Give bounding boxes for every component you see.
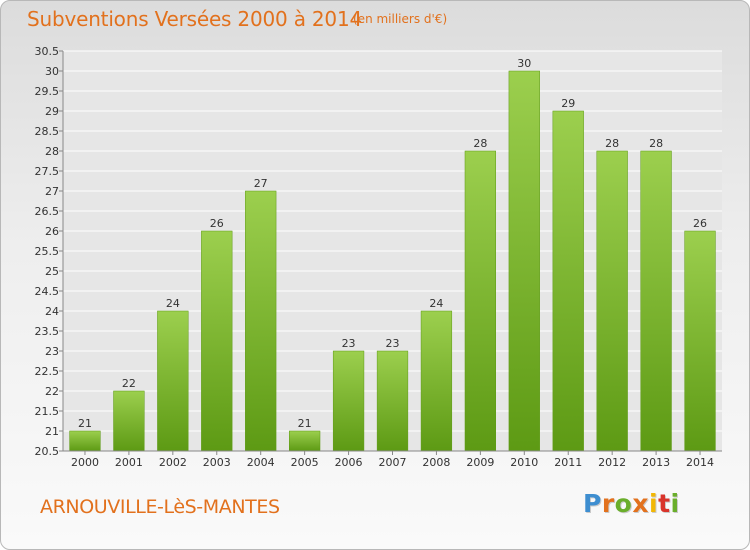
logo-letter: r (601, 489, 615, 518)
x-tick-label: 2004 (247, 456, 275, 469)
data-label: 23 (386, 337, 400, 350)
logo-letter: o (614, 489, 633, 518)
data-label: 28 (605, 137, 619, 150)
y-tick-label: 29 (45, 105, 59, 118)
x-tick-label: 2006 (335, 456, 363, 469)
logo-letter: x (632, 489, 649, 518)
bar (332, 350, 365, 452)
x-tick-label: 2003 (203, 456, 231, 469)
y-axis: 20.5 21 21.5 22 22.5 23 23.5 24 24.5 25 25.5 26 26.5… (35, 45, 64, 458)
y-tick-label: 21 (45, 425, 59, 438)
y-tick-label: 26 (45, 225, 59, 238)
y-tick-label: 24.5 (35, 285, 60, 298)
logo-letter: t (658, 489, 671, 518)
bar (552, 110, 584, 452)
x-tick-label: 2007 (379, 456, 407, 469)
data-label: 29 (561, 97, 575, 110)
y-tick-label: 26.5 (35, 205, 60, 218)
logo-letter: i (649, 489, 659, 518)
chart-title: Subventions Versées 2000 à 2014 (27, 7, 363, 31)
x-tick-label: 2000 (71, 456, 99, 469)
x-tick-label: 2014 (686, 456, 714, 469)
data-label: 22 (122, 377, 136, 390)
data-label: 30 (517, 57, 531, 70)
proxiti-logo: Proxiti (583, 489, 680, 518)
y-tick-label: 23 (45, 345, 59, 358)
logo-letter: P (583, 489, 602, 518)
y-tick-label: 22.5 (35, 365, 60, 378)
bar (420, 310, 453, 452)
y-tick-label: 23.5 (35, 325, 60, 338)
y-tick-label: 24 (45, 305, 59, 318)
bar (508, 70, 540, 452)
y-tick-label: 28.5 (35, 125, 60, 138)
x-tick-label: 2002 (159, 456, 187, 469)
x-tick-label: 2012 (598, 456, 626, 469)
bar (113, 390, 145, 452)
x-tick-label: 2001 (115, 456, 143, 469)
x-tick-label: 2013 (642, 456, 670, 469)
y-tick-label: 30 (45, 65, 59, 78)
y-tick-label: 25 (45, 265, 59, 278)
bar (245, 190, 277, 452)
y-tick-label: 27.5 (35, 165, 60, 178)
y-tick-label: 27 (45, 185, 59, 198)
data-label: 21 (298, 417, 312, 430)
y-tick-label: 20.5 (35, 445, 60, 458)
bar (684, 230, 716, 452)
y-tick-label: 29.5 (35, 85, 60, 98)
unit-note: (en milliers d'€) (353, 12, 448, 26)
bars: 21 22 24 26 27 21 23 23 24 28 30 29 28 28 26 (69, 57, 716, 452)
y-tick-label: 25.5 (35, 245, 60, 258)
x-tick-label: 2009 (466, 456, 494, 469)
x-axis: 2000 2001 2002 2003 2004 2005 2006 2007 2008 2009… (63, 450, 722, 469)
x-tick-label: 2005 (291, 456, 319, 469)
bar (289, 430, 321, 452)
data-label: 24 (166, 297, 180, 310)
bar (376, 350, 409, 452)
bar (157, 310, 189, 452)
y-tick-label: 21.5 (35, 405, 60, 418)
data-label: 26 (693, 217, 707, 230)
y-tick-label: 30.5 (35, 45, 60, 58)
data-label: 27 (254, 177, 268, 190)
y-tick-label: 28 (45, 145, 59, 158)
bar (201, 230, 233, 452)
data-label: 24 (429, 297, 443, 310)
bar (596, 150, 628, 452)
y-tick-label: 22 (45, 385, 59, 398)
data-label: 23 (342, 337, 356, 350)
x-tick-label: 2011 (554, 456, 582, 469)
commune-name: ARNOUVILLE-LèS-MANTES (40, 496, 280, 518)
bar (640, 150, 672, 452)
x-tick-label: 2010 (510, 456, 538, 469)
x-tick-label: 2008 (422, 456, 450, 469)
bar (464, 150, 496, 452)
data-label: 26 (210, 217, 224, 230)
data-label: 28 (473, 137, 487, 150)
data-label: 21 (78, 417, 92, 430)
logo-letter: i (670, 489, 680, 518)
data-label: 28 (649, 137, 663, 150)
bar (69, 430, 101, 452)
